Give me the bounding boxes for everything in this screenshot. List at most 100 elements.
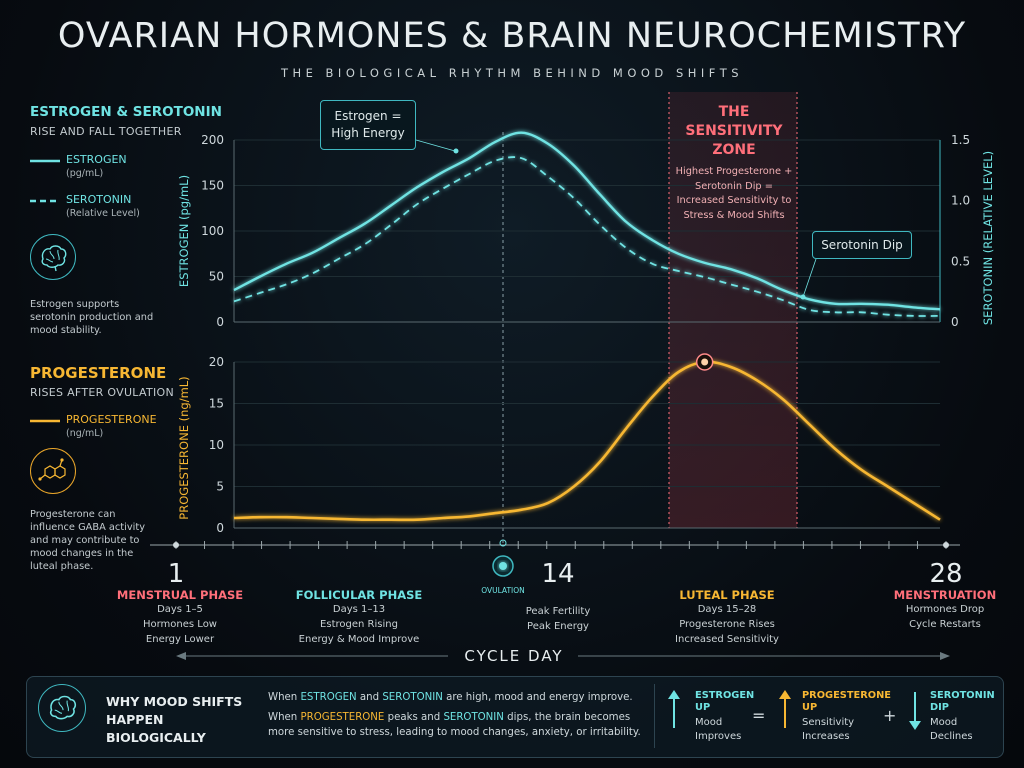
phase-text: Progesterone Rises [679,619,775,630]
estrogen-axis-label: ESTROGEN (pg/mL) [177,175,191,287]
text-segment: When [268,712,301,723]
ovulation-label: OVULATION [481,586,525,595]
explanation-line-2: When PROGESTERONE peaks and SEROTONIN di… [268,710,654,740]
text-segment: peaks and [384,712,444,723]
estrogen-highlight: ESTROGEN [300,692,357,703]
estrogen-up-title: ESTROGEN UP [695,690,755,713]
phase-title: FOLLICULAR PHASE [295,588,423,602]
legend-progesterone-unit: (ng/mL) [66,428,104,439]
phase-text: Days 15–28 [697,604,757,615]
arrow-up-icon [668,690,680,728]
text-segment: are high, mood and energy improve. [442,692,633,703]
progesterone-series-line [233,360,941,522]
ovulation-axis-point [499,539,507,547]
estrogen-serotonin-subheading: RISE AND FALL TOGETHER [30,125,182,138]
estrogen-tick-label: 50 [209,270,224,284]
phase-text: Peak Fertility [525,606,591,617]
page-title: OVARIAN HORMONES & BRAIN NEUROCHEMISTRY [57,16,967,56]
progesterone-up-text: Sensitivity Increases [802,717,855,742]
estrogen-tick-label: 150 [201,179,224,193]
progesterone-tick-label: 20 [209,355,224,369]
phase-caption: Peak Fertility Peak Energy [500,604,616,634]
sensitivity-zone-text: Highest Progesterone + Serotonin Dip = I… [675,166,793,221]
phase-text: Energy Lower [145,634,215,645]
estrogen-tick-label: 100 [201,224,224,238]
sensitivity-zone-band [669,92,797,528]
progesterone-tick-label: 15 [209,397,224,411]
progesterone-tick-label: 5 [216,480,224,494]
brain-icon [30,234,76,280]
phase-title: MENSTRUATION [893,588,997,602]
serotonin-highlight: SEROTONIN [382,692,443,703]
phase-text: Hormones Drop [905,604,985,615]
equals-sign: = [752,706,766,725]
serotonin-dip-callout: Serotonin Dip [812,231,912,259]
legend-estrogen-swatch [30,159,60,163]
progesterone-up-title: PROGESTERONE UP [802,690,891,713]
day-28-marker [943,542,949,548]
legend-progesterone-swatch [30,419,60,423]
plus-sign: + [883,706,897,725]
explanation-line-1: When ESTROGEN and SEROTONIN are high, mo… [268,690,654,705]
phase-text: Hormones Low [142,619,217,630]
estrogen-serotonin-heading: ESTROGEN & SEROTONIN [30,104,222,120]
phase-caption: FOLLICULAR PHASE Days 1–13 Estrogen Rising… [284,588,434,647]
serotonin-dip-dot [800,294,806,300]
text-segment: When [268,692,301,703]
legend-progesterone-label: PROGESTERONE [66,413,157,426]
day-1-marker [173,542,179,548]
serotonin-tick-label: 0.5 [951,254,970,268]
brain-icon [38,684,86,732]
progesterone-tick-label: 10 [209,438,224,452]
legend-serotonin-label: SEROTONIN [66,193,132,206]
cycle-day-arrowhead-right [940,652,950,660]
molecule-icon [30,448,76,494]
estrogen-up-text: Mood Improves [695,717,742,742]
estrogen-tick-label: 0 [216,315,224,329]
serotonin-tick-label: 1.5 [951,133,970,147]
arrow-down-icon [909,692,921,730]
progesterone-highlight: PROGESTERONE [300,712,385,723]
phase-text: Days 1–5 [157,604,203,615]
phase-title: LUTEAL PHASE [679,588,775,602]
phase-text: Peak Energy [527,621,589,632]
phase-title: MENSTRUAL PHASE [116,588,244,602]
progesterone-note: Progesterone can influence GABA activity… [30,509,146,572]
explanation-panel [26,676,1004,758]
estrogen-tick-label: 200 [201,133,224,147]
phase-text: Increased Sensitivity [675,634,779,645]
sensitivity-zone-title: THE SENSITIVITY ZONE [685,104,783,158]
serotonin-series-line [233,156,941,317]
phase-text: Cycle Restarts [909,619,981,630]
legend-serotonin-unit: (Relative Level) [66,208,140,219]
legend-estrogen-label: ESTROGEN [66,153,127,166]
legend-estrogen-unit: (pg/mL) [66,168,104,179]
serotonin-dip-pointer [802,258,817,298]
phase-caption: LUTEAL PHASE Days 15–28 Progesterone Rises… [662,588,792,647]
progesterone-axis-label: PROGESTERONE (ng/mL) [177,376,191,519]
phase-text: Days 1–13 [332,604,386,615]
day-28-label: 28 [929,559,962,589]
phase-caption: MENSTRUAL PHASE Days 1–5 Hormones Low Energ… [105,588,255,647]
day-1-label: 1 [168,559,185,589]
serotonin-axis-label: SEROTONIN (RELATIVE LEVEL) [981,151,995,325]
estrogen-series-line [233,131,941,311]
explanation-heading: WHY MOOD SHIFTS HAPPEN BIOLOGICALLY [106,694,243,745]
serotonin-dip-title: SEROTONIN DIP [930,690,995,713]
cycle-day-arrowhead-left [176,652,186,660]
phase-text: Estrogen Rising [320,619,398,630]
page-subtitle: THE BIOLOGICAL RHYTHM BEHIND MOOD SHIFTS [280,66,744,80]
day-14-label: 14 [541,559,574,589]
phase-text: Energy & Mood Improve [298,634,420,645]
explanation-divider [654,684,655,748]
bottom-chart-grid [234,361,940,487]
serotonin-tick-label: 0 [951,315,959,329]
high-energy-pointer [415,139,456,152]
phase-caption: MENSTRUATION Hormones Drop Cycle Restarts [880,588,1010,632]
serotonin-highlight: SEROTONIN [443,712,504,723]
progesterone-tick-label: 0 [216,521,224,535]
arrow-up-icon [779,690,791,728]
text-segment: and [356,692,383,703]
progesterone-subheading: RISES AFTER OVULATION [30,386,175,399]
